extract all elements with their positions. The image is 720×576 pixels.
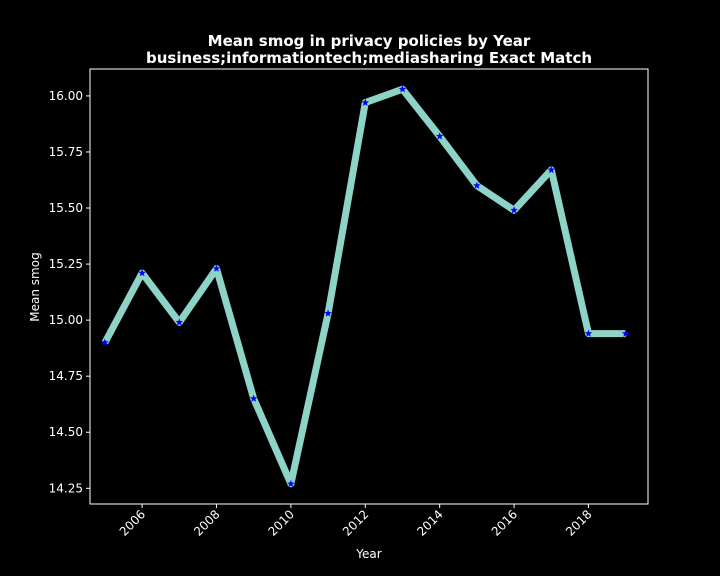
data-point-marker [473,181,481,189]
data-point-marker [621,329,630,337]
y-tick-label: 14.50 [49,425,83,439]
data-point-marker [287,479,295,488]
x-axis-label: Year [355,547,381,561]
data-point-marker [212,264,221,272]
y-tick-label: 15.25 [49,257,83,271]
plot-area-frame [89,68,649,505]
data-point-marker [324,309,332,317]
data-point-marker [249,394,258,402]
y-axis: 14.25 14.50 14.75 15.00 15.25 15.50 15.75 16.00 [49,89,90,495]
data-point-marker [584,329,593,337]
y-tick-label: 14.25 [49,481,83,495]
data-point-marker [435,132,444,140]
y-axis-label: Mean smog [28,252,42,321]
data-point-marker [175,318,184,326]
y-tick-label: 16.00 [49,89,83,103]
y-tick-label: 14.75 [49,369,83,383]
plot-series [101,85,630,488]
data-point-marker [101,338,109,346]
data-point-marker [510,206,518,214]
y-tick-label: 15.75 [49,145,83,159]
data-point-marker [138,269,146,277]
data-point-marker [398,85,407,93]
data-point-marker [361,98,370,106]
data-point-marker [547,165,556,174]
y-tick-label: 15.50 [49,201,83,215]
y-tick-label: 15.00 [49,313,83,327]
chart-subtitle: business;informationtech;mediasharing Ex… [146,49,592,67]
chart-title: Mean smog in privacy policies by Year [208,32,531,50]
